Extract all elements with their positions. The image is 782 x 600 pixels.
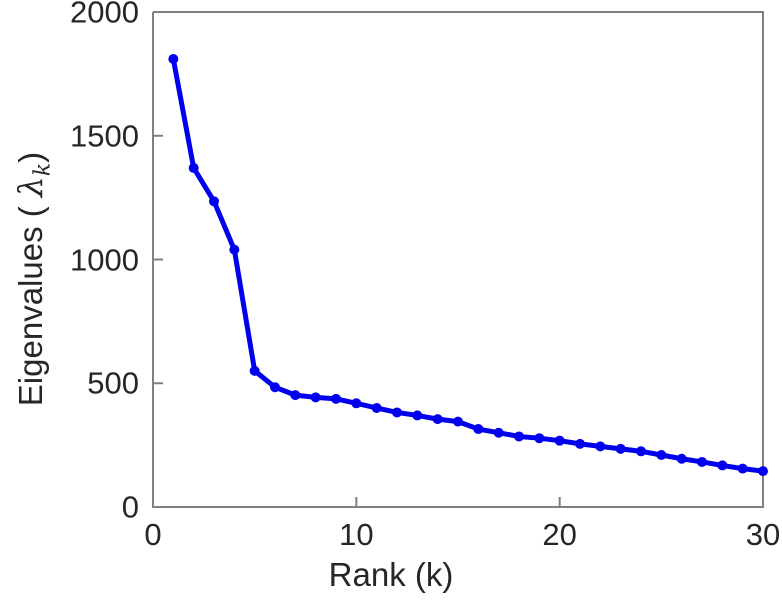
data-point-marker [575,438,585,449]
data-point-marker [758,466,768,477]
data-point-marker [209,196,219,207]
y-tick-label: 1000 [70,242,139,277]
data-point-marker [615,443,626,454]
data-point-marker [371,403,382,413]
y-tick-label: 500 [87,365,139,401]
data-point-marker [229,244,240,255]
data-point-marker [310,392,321,403]
axes-box [152,11,764,508]
y-tick-label: 2000 [70,0,139,30]
data-point-marker [188,162,199,173]
data-point-marker [737,463,748,474]
x-tick-label: 0 [144,517,162,552]
data-point-marker [636,446,646,457]
data-point-marker [351,398,362,409]
x-tick-label: 20 [542,517,577,552]
data-point-marker [697,456,707,467]
x-tick-label: 30 [745,517,781,552]
data-point-marker [270,382,280,393]
x-axis-label: Rank (k) [328,556,454,593]
data-point-marker [290,390,301,401]
data-point-marker [168,54,179,65]
x-tick-label: 10 [339,517,374,552]
data-point-marker [453,416,463,427]
data-point-marker [493,427,504,438]
data-point-marker [331,393,341,404]
data-point-marker [473,424,484,435]
data-point-marker [249,365,260,376]
series-line [170,56,766,474]
data-point-marker [595,441,606,452]
data-series-eigenvalues [168,54,768,477]
data-point-marker [514,431,524,442]
axes-frame [152,11,764,508]
data-point-marker [554,435,565,446]
data-point-marker [534,433,545,444]
data-point-marker [392,407,402,418]
data-point-marker [717,460,728,471]
y-tick-label: 0 [121,489,139,525]
data-point-marker [676,453,687,464]
data-point-marker [412,410,423,421]
data-point-marker [656,450,667,461]
y-tick-label: 1500 [70,118,139,154]
axis-ticks [152,11,764,508]
data-point-marker [432,414,443,425]
